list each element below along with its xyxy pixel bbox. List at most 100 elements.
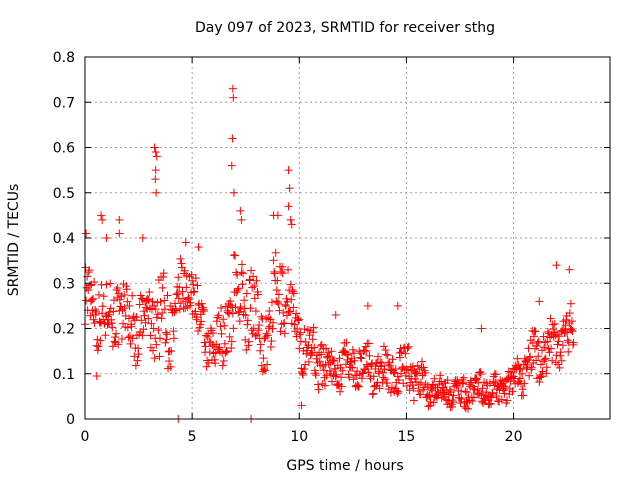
data-point xyxy=(342,350,351,359)
data-point xyxy=(286,280,295,289)
data-point xyxy=(287,220,296,229)
data-point xyxy=(174,273,183,282)
data-point xyxy=(288,286,297,295)
data-point xyxy=(278,262,287,271)
data-point xyxy=(379,342,388,351)
data-point xyxy=(296,337,305,346)
data-point xyxy=(380,365,389,374)
data-point xyxy=(199,307,208,316)
data-point xyxy=(396,353,404,362)
data-point xyxy=(134,350,143,359)
data-point xyxy=(232,288,241,297)
data-point xyxy=(520,379,529,388)
data-point xyxy=(153,298,162,307)
data-point xyxy=(535,378,544,387)
data-point xyxy=(105,308,114,317)
data-point xyxy=(359,368,368,377)
data-point xyxy=(445,385,454,394)
data-point xyxy=(377,358,386,367)
data-point xyxy=(130,352,139,361)
data-point xyxy=(135,300,144,309)
data-point xyxy=(259,365,268,374)
data-point xyxy=(112,329,121,338)
data-point xyxy=(162,335,171,344)
data-point xyxy=(221,348,230,357)
data-point xyxy=(513,354,522,363)
data-point xyxy=(214,311,223,320)
data-point xyxy=(475,368,484,377)
x-tick-label: 10 xyxy=(290,429,308,445)
data-point xyxy=(158,283,167,292)
data-point xyxy=(487,393,496,402)
y-tick-label: 0.7 xyxy=(53,95,75,111)
data-point xyxy=(98,215,107,224)
data-point xyxy=(315,357,324,366)
data-point xyxy=(144,295,153,304)
data-point xyxy=(397,348,406,357)
data-point xyxy=(293,324,302,333)
data-point xyxy=(402,365,411,374)
data-point xyxy=(477,324,486,333)
data-point xyxy=(90,277,99,286)
data-point xyxy=(516,374,524,383)
data-point xyxy=(364,339,373,348)
data-point xyxy=(255,321,264,330)
data-point xyxy=(166,301,175,310)
data-point xyxy=(229,188,238,197)
data-point xyxy=(387,383,396,392)
data-point xyxy=(496,376,505,385)
data-point xyxy=(344,350,353,359)
x-tick-label: 0 xyxy=(81,429,90,445)
data-point xyxy=(349,349,358,358)
data-point xyxy=(126,339,135,348)
data-point xyxy=(423,390,432,399)
data-point xyxy=(332,370,341,379)
data-point xyxy=(448,396,457,405)
data-point xyxy=(504,367,513,376)
data-point xyxy=(86,311,95,320)
data-point xyxy=(239,269,248,278)
data-point xyxy=(98,302,107,311)
data-point xyxy=(84,286,93,295)
data-point xyxy=(458,379,467,388)
data-point xyxy=(507,373,516,382)
data-point xyxy=(111,333,119,342)
data-point xyxy=(145,304,154,313)
data-point xyxy=(369,372,378,381)
data-point xyxy=(477,390,486,399)
data-point xyxy=(362,347,371,356)
data-point xyxy=(320,373,329,382)
data-point xyxy=(235,317,244,326)
data-point xyxy=(528,326,537,335)
data-point xyxy=(152,152,161,161)
data-point xyxy=(416,378,425,387)
data-point xyxy=(558,341,567,350)
data-point xyxy=(127,322,136,331)
data-point xyxy=(93,346,102,355)
data-point xyxy=(325,351,334,360)
data-point xyxy=(91,306,100,315)
data-point xyxy=(335,354,344,363)
data-point xyxy=(569,338,578,347)
data-point xyxy=(385,361,394,370)
data-point xyxy=(514,361,523,370)
data-point xyxy=(271,248,280,257)
data-point xyxy=(476,367,485,376)
data-point xyxy=(296,328,305,337)
data-point xyxy=(106,279,115,288)
data-point xyxy=(274,290,283,299)
data-point xyxy=(240,296,249,305)
data-point xyxy=(297,401,306,410)
data-point xyxy=(375,384,384,393)
data-point xyxy=(567,325,576,334)
data-point xyxy=(323,352,332,361)
data-point xyxy=(194,243,203,252)
data-point xyxy=(169,334,178,343)
data-point xyxy=(413,369,422,378)
chart-title: Day 097 of 2023, SRMTID for receiver sth… xyxy=(195,20,495,36)
data-point xyxy=(263,360,272,369)
data-point xyxy=(508,387,517,396)
data-point xyxy=(303,325,312,334)
data-point xyxy=(322,371,331,380)
